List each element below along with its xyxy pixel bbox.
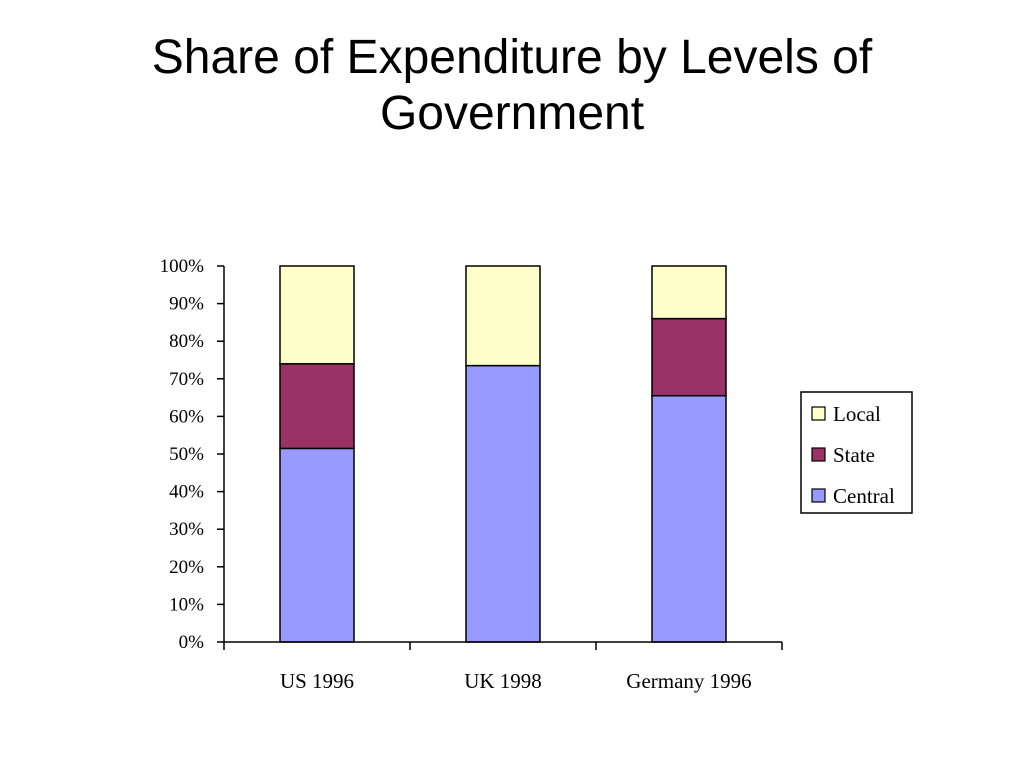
legend-swatch-central xyxy=(811,488,826,503)
page-title: Share of Expenditure by Levels of Govern… xyxy=(0,30,1024,142)
axes-layer: 0% 10% 20% 30% 40% 50% 60% 70% 80% 90% 100% US 1996… xyxy=(160,256,783,693)
y-tick-label: 30% xyxy=(169,519,204,540)
y-tick-label: 70% xyxy=(169,369,204,390)
y-tick-label: 90% xyxy=(169,294,204,315)
legend-label-local: Local xyxy=(833,402,881,426)
bar-local-1 xyxy=(465,265,541,367)
y-tick-label: 10% xyxy=(169,594,204,615)
y-tick-label: 0% xyxy=(179,632,205,653)
x-category-label: UK 1998 xyxy=(464,669,542,693)
y-tick-label: 80% xyxy=(169,331,204,352)
bar-central-2 xyxy=(651,394,727,643)
bar-central-1 xyxy=(465,364,541,643)
bar-state-0 xyxy=(279,363,355,450)
bar-local-2 xyxy=(651,265,727,320)
bar-central-0 xyxy=(279,447,355,643)
y-tick-label: 50% xyxy=(169,444,204,465)
bar-state-2 xyxy=(651,317,727,397)
y-tick-label: 20% xyxy=(169,557,204,578)
y-tick-label: 100% xyxy=(160,256,205,277)
y-tick-label: 60% xyxy=(169,406,204,427)
bar-local-0 xyxy=(279,265,355,365)
x-category-label: US 1996 xyxy=(280,669,354,693)
y-tick-label: 40% xyxy=(169,482,204,503)
title-line-2: Government xyxy=(379,87,645,140)
legend-swatch-state xyxy=(811,447,826,462)
legend-label-central: Central xyxy=(833,484,895,508)
bars-layer xyxy=(279,265,727,643)
legend-swatch-local xyxy=(811,406,826,421)
x-category-label: Germany 1996 xyxy=(626,669,751,693)
title-line-1: Share of Expenditure by Levels of xyxy=(151,31,873,84)
legend-label-state: State xyxy=(833,443,875,467)
legend: Local State Central xyxy=(800,391,913,514)
